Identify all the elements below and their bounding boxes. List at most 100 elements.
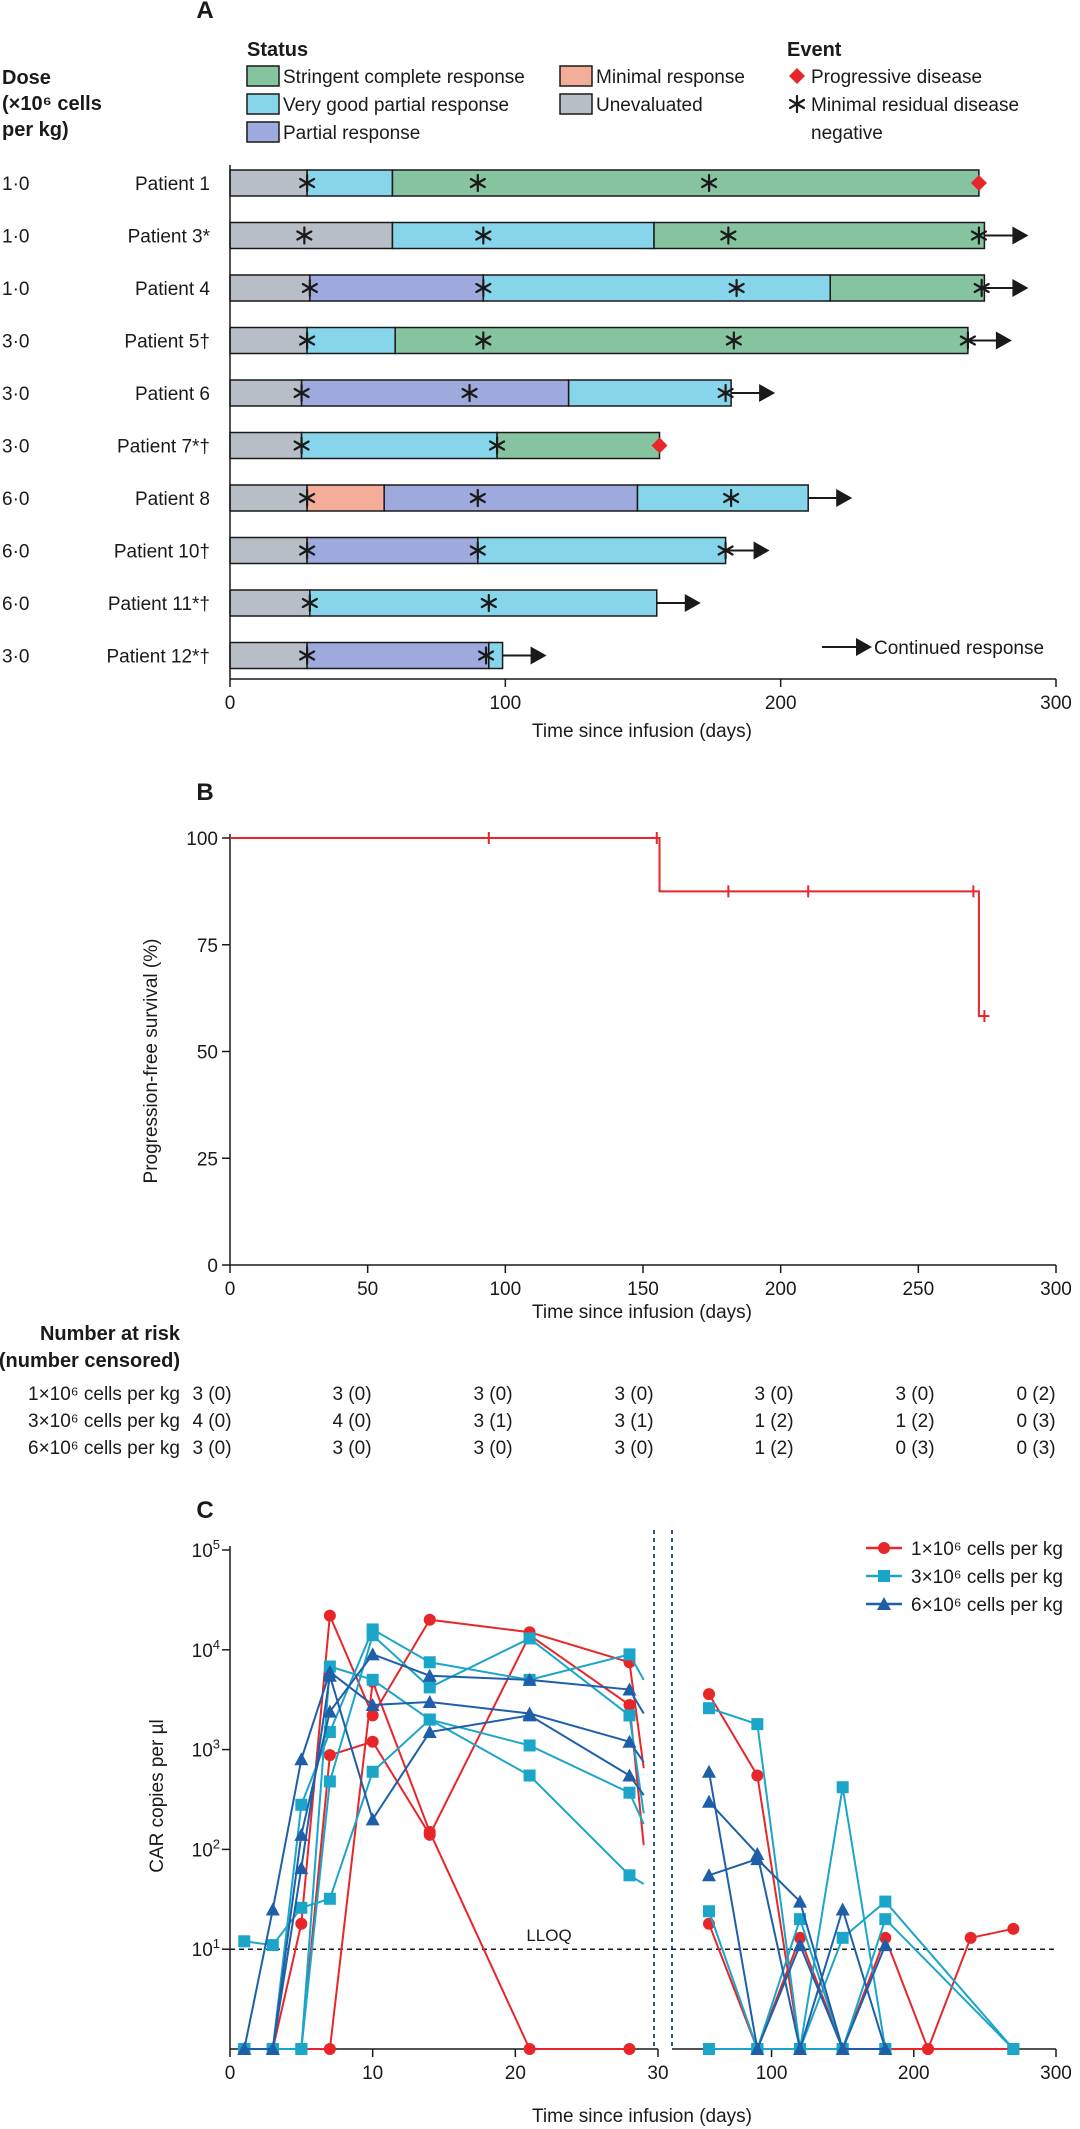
data-point-square — [623, 1648, 636, 1661]
data-point-circle — [964, 1931, 977, 1944]
car-series — [237, 1647, 893, 2055]
data-point-square — [423, 1681, 436, 1694]
asterisk-stroke — [717, 387, 734, 399]
car-series-line — [708, 1693, 1014, 2052]
risk-cell: 0 (2) — [1016, 1384, 1055, 1405]
asterisk-stroke — [469, 177, 486, 189]
data-point-square — [523, 1632, 536, 1645]
data-point-triangle — [793, 2042, 807, 2055]
data-point-circle — [423, 1613, 436, 1626]
data-point-square — [623, 1709, 636, 1722]
car-series-line — [707, 1771, 887, 2053]
y-tick-label: 25 — [197, 1149, 218, 1170]
asterisk-stroke — [488, 440, 506, 451]
asterisk-stroke — [728, 282, 745, 294]
status-legend-item: Unevaluated — [559, 93, 703, 116]
x-tick-label: 0 — [225, 2063, 236, 2084]
status-legend-item: Stringent complete response — [246, 65, 525, 88]
mrd-negative-asterisk-icon — [298, 541, 316, 560]
panel-a-x-axis: 0 100 200 300 — [225, 165, 1072, 714]
mrd-negative-asterisk-icon — [788, 94, 806, 114]
progressive-disease-diamond-icon — [970, 175, 987, 191]
status-label-unevaluated: Unevaluated — [596, 95, 703, 116]
asterisk-stroke — [970, 230, 988, 241]
asterisk-stroke — [296, 230, 313, 241]
data-point-square — [366, 1673, 379, 1686]
car-series-line — [708, 1910, 1015, 2053]
mrd-negative-asterisk-icon — [475, 278, 492, 298]
asterisk-stroke — [298, 177, 316, 189]
mrd-negative-asterisk-icon — [298, 173, 316, 193]
data-point-circle — [878, 1542, 890, 1554]
data-point-square — [523, 1769, 536, 1782]
data-point-square — [702, 1702, 715, 1715]
mrd-negative-asterisk-icon — [728, 278, 745, 298]
data-point-square — [751, 1718, 764, 1731]
mrd-negative-asterisk-icon — [488, 436, 506, 455]
response-segment — [306, 484, 385, 512]
data-point-square — [238, 1935, 251, 1948]
x-tick-label: 100 — [489, 1279, 521, 1300]
data-point-triangle — [365, 1812, 380, 1826]
panel-c-letter: C — [196, 1497, 213, 1524]
data-point-circle — [366, 1735, 379, 1748]
asterisk-stroke — [298, 335, 316, 346]
event-label-mrd-line2: negative — [811, 123, 883, 144]
data-point-triangle — [294, 1827, 309, 1841]
x-tick-label: 300 — [1040, 2063, 1072, 2084]
data-point-square — [523, 1739, 536, 1752]
risk-cell: 3 (0) — [895, 1384, 934, 1405]
response-segment — [229, 536, 308, 565]
data-point-circle — [794, 1931, 806, 1944]
risk-cell: 3 (0) — [192, 1384, 231, 1405]
panel-c-series — [237, 1609, 1020, 2055]
data-point-circle — [751, 1769, 764, 1782]
patient-label: Patient 11*† — [108, 594, 210, 615]
y-tick-label: 101 — [192, 1936, 220, 1961]
response-segment — [391, 221, 655, 250]
mrd-negative-asterisk-icon — [301, 593, 318, 613]
response-segment — [306, 641, 490, 670]
status-label-pr: Partial response — [283, 123, 420, 144]
data-point-triangle — [793, 1894, 807, 1908]
panel-a-letter: A — [196, 0, 213, 24]
x-tick-label: 300 — [1040, 693, 1072, 714]
data-point-square — [1007, 2043, 1020, 2055]
asterisk-stroke — [723, 492, 740, 504]
dose-value: 6·0 — [2, 594, 29, 615]
car-series-line — [708, 1900, 1015, 2050]
dose-header-line1: Dose — [2, 67, 51, 89]
patient-label: Patient 12*† — [106, 647, 210, 668]
response-segment — [567, 379, 732, 407]
panel-c-x-axis-title: Time since infusion (days) — [532, 2106, 752, 2127]
response-segment — [229, 641, 308, 670]
risk-cell: 4 (0) — [192, 1411, 231, 1432]
dose-value: 1·0 — [2, 174, 29, 195]
x-tick-label: 250 — [902, 1279, 934, 1300]
data-point-circle — [623, 2043, 636, 2055]
mrd-negative-asterisk-icon — [298, 646, 316, 665]
data-point-triangle — [422, 1725, 437, 1739]
patient-label: Patient 1 — [135, 174, 210, 195]
data-point-triangle — [835, 1902, 850, 1916]
risk-table-title: Number at risk — [40, 1323, 181, 1345]
data-point-square — [836, 1931, 849, 1944]
response-segment — [391, 169, 980, 197]
continued-response-arrowhead-icon — [684, 594, 701, 612]
risk-cell: 3 (0) — [754, 1384, 793, 1405]
data-point-triangle — [622, 1682, 637, 1696]
progressive-disease-diamond-icon — [651, 437, 668, 454]
panel-b-y-axis-title: Progression-free survival (%) — [141, 939, 162, 1184]
continued-response-arrowhead-icon — [1012, 226, 1029, 245]
response-segment — [229, 169, 308, 197]
mrd-negative-asterisk-icon — [298, 331, 316, 350]
response-segment — [229, 221, 394, 250]
panel-a: A Dose (×10⁶ cells per kg) Status String… — [2, 0, 1072, 742]
risk-cell: 4 (0) — [332, 1411, 371, 1432]
car-series — [238, 1609, 1020, 2055]
y-tick-label: 100 — [186, 829, 218, 850]
mrd-negative-asterisk-icon — [477, 646, 495, 665]
panel-a-x-axis-title: Time since infusion (days) — [532, 721, 752, 742]
mrd-negative-asterisk-icon — [475, 226, 492, 245]
